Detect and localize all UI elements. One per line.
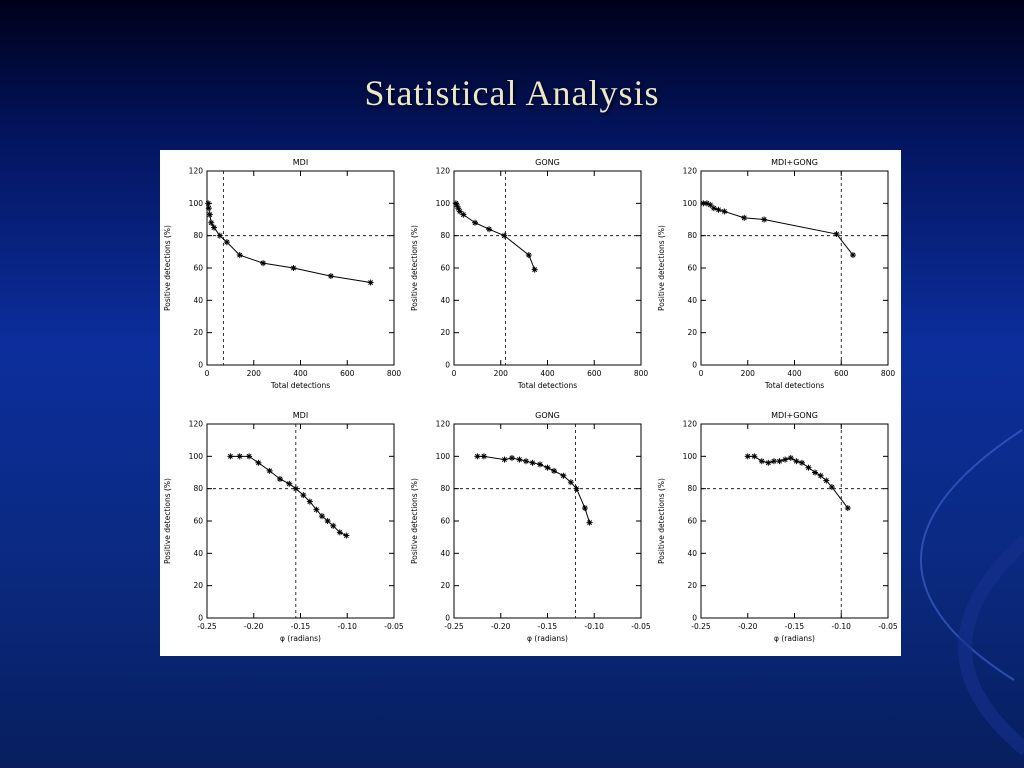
- svg-text:φ (radians): φ (radians): [527, 634, 568, 643]
- svg-text:Total detections: Total detections: [270, 381, 330, 390]
- svg-text:Positive detections (%): Positive detections (%): [163, 477, 172, 563]
- svg-text:0: 0: [699, 369, 704, 378]
- svg-text:100: 100: [436, 198, 451, 207]
- svg-text:60: 60: [440, 516, 450, 525]
- svg-text:60: 60: [687, 263, 697, 272]
- svg-text:40: 40: [440, 295, 450, 304]
- svg-text:-0.15: -0.15: [291, 622, 311, 631]
- svg-text:0: 0: [452, 369, 457, 378]
- svg-text:-0.05: -0.05: [384, 622, 404, 631]
- svg-text:0: 0: [445, 360, 450, 369]
- svg-text:120: 120: [189, 419, 204, 428]
- svg-text:Positive detections (%): Positive detections (%): [163, 224, 172, 310]
- svg-text:200: 200: [494, 369, 509, 378]
- svg-text:80: 80: [193, 484, 203, 493]
- svg-text:80: 80: [193, 231, 203, 240]
- svg-text:100: 100: [189, 451, 204, 460]
- svg-text:100: 100: [683, 451, 698, 460]
- chart-gong-total-detections: 0 200 400 600 800 0 20 40 60 80 100 120 GONG Total de…: [408, 153, 653, 401]
- svg-text:40: 40: [193, 295, 203, 304]
- svg-text:Positive detections (%): Positive detections (%): [657, 224, 666, 310]
- chart-mdi-gong-total-detections: 0 200 400 600 800 0 20 40 60 80 100 120 MDI+GONG Tota…: [655, 153, 900, 401]
- svg-text:600: 600: [340, 369, 355, 378]
- svg-text:80: 80: [440, 231, 450, 240]
- svg-text:800: 800: [387, 369, 402, 378]
- svg-text:-0.25: -0.25: [691, 622, 711, 631]
- svg-text:60: 60: [193, 516, 203, 525]
- svg-text:Positive detections (%): Positive detections (%): [410, 477, 419, 563]
- svg-text:-0.05: -0.05: [878, 622, 898, 631]
- svg-text:60: 60: [687, 516, 697, 525]
- svg-text:20: 20: [687, 581, 697, 590]
- svg-text:GONG: GONG: [535, 158, 560, 167]
- svg-text:20: 20: [440, 581, 450, 590]
- svg-text:MDI: MDI: [293, 158, 308, 167]
- svg-text:0: 0: [692, 360, 697, 369]
- svg-text:200: 200: [247, 369, 262, 378]
- svg-text:200: 200: [741, 369, 756, 378]
- svg-text:0: 0: [198, 360, 203, 369]
- chart-mdi-total-detections: 0 200 400 600 800 0 20 40 60 80 100 120 MDI Total det…: [161, 153, 406, 401]
- svg-text:80: 80: [687, 231, 697, 240]
- svg-text:MDI: MDI: [293, 411, 308, 420]
- svg-text:120: 120: [683, 166, 698, 175]
- svg-text:600: 600: [587, 369, 602, 378]
- chart-mdi-gong-phi: -0.25 -0.20 -0.15 -0.10 -0.05 0 20 40 60 80 100 120…: [655, 406, 900, 654]
- svg-text:-0.10: -0.10: [338, 622, 358, 631]
- svg-text:800: 800: [881, 369, 896, 378]
- svg-text:0: 0: [692, 613, 697, 622]
- svg-text:Positive detections (%): Positive detections (%): [410, 224, 419, 310]
- svg-text:GONG: GONG: [535, 411, 560, 420]
- svg-text:800: 800: [634, 369, 649, 378]
- svg-text:100: 100: [683, 198, 698, 207]
- svg-text:0: 0: [445, 613, 450, 622]
- svg-text:-0.25: -0.25: [197, 622, 217, 631]
- svg-text:80: 80: [440, 484, 450, 493]
- svg-text:-0.25: -0.25: [444, 622, 464, 631]
- svg-text:-0.10: -0.10: [585, 622, 605, 631]
- svg-text:Total detections: Total detections: [764, 381, 824, 390]
- charts-panel: 0 200 400 600 800 0 20 40 60 80 100 120 MDI Total det…: [160, 150, 901, 656]
- chart-mdi-phi: -0.25 -0.20 -0.15 -0.10 -0.05 0 20 40 60 80 100 120…: [161, 406, 406, 654]
- svg-text:Total detections: Total detections: [517, 381, 577, 390]
- svg-text:MDI+GONG: MDI+GONG: [771, 411, 818, 420]
- svg-text:100: 100: [436, 451, 451, 460]
- svg-text:φ (radians): φ (radians): [774, 634, 815, 643]
- svg-text:-0.20: -0.20: [738, 622, 758, 631]
- svg-text:20: 20: [193, 328, 203, 337]
- svg-text:-0.15: -0.15: [785, 622, 805, 631]
- svg-text:-0.15: -0.15: [538, 622, 558, 631]
- svg-text:Positive detections (%): Positive detections (%): [657, 477, 666, 563]
- svg-text:MDI+GONG: MDI+GONG: [771, 158, 818, 167]
- svg-text:100: 100: [189, 198, 204, 207]
- slide-title: Statistical Analysis: [364, 73, 660, 113]
- svg-text:-0.05: -0.05: [631, 622, 651, 631]
- svg-text:60: 60: [440, 263, 450, 272]
- svg-text:120: 120: [436, 419, 451, 428]
- svg-text:φ (radians): φ (radians): [280, 634, 321, 643]
- svg-text:40: 40: [193, 548, 203, 557]
- svg-text:0: 0: [198, 613, 203, 622]
- svg-text:0: 0: [205, 369, 210, 378]
- svg-text:80: 80: [687, 484, 697, 493]
- svg-text:400: 400: [787, 369, 802, 378]
- svg-text:-0.20: -0.20: [244, 622, 264, 631]
- svg-text:400: 400: [540, 369, 555, 378]
- svg-text:40: 40: [687, 548, 697, 557]
- svg-text:60: 60: [193, 263, 203, 272]
- svg-text:-0.10: -0.10: [832, 622, 852, 631]
- svg-text:120: 120: [189, 166, 204, 175]
- svg-text:20: 20: [687, 328, 697, 337]
- svg-text:600: 600: [834, 369, 849, 378]
- svg-text:40: 40: [687, 295, 697, 304]
- svg-text:40: 40: [440, 548, 450, 557]
- svg-text:120: 120: [436, 166, 451, 175]
- svg-text:400: 400: [293, 369, 308, 378]
- svg-text:20: 20: [193, 581, 203, 590]
- svg-text:-0.20: -0.20: [491, 622, 511, 631]
- svg-text:20: 20: [440, 328, 450, 337]
- svg-text:120: 120: [683, 419, 698, 428]
- chart-gong-phi: -0.25 -0.20 -0.15 -0.10 -0.05 0 20 40 60 80 100 120…: [408, 406, 653, 654]
